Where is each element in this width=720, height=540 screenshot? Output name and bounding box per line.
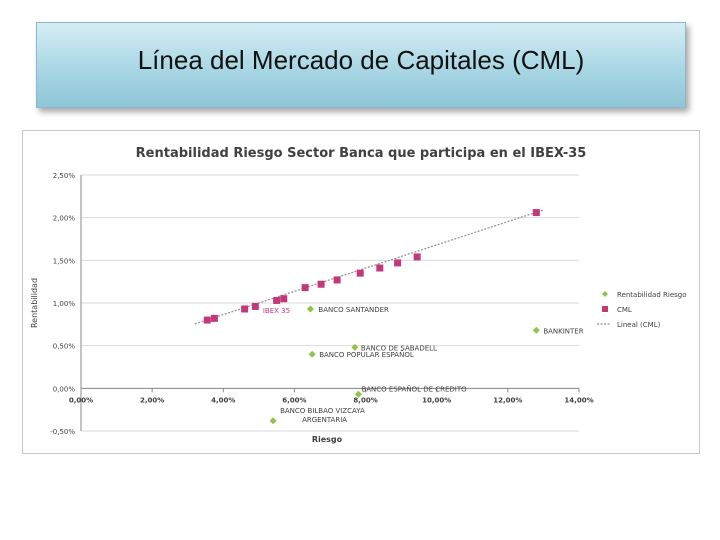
cml-point <box>356 269 364 277</box>
x-tick-label: 6,00% <box>282 396 306 404</box>
x-axis-label: Riesgo <box>312 435 343 444</box>
point-label: BANCO SANTANDER <box>318 306 389 314</box>
point-label: BANCO POPULAR ESPAÑOL <box>319 350 414 359</box>
cml-point <box>210 314 218 322</box>
point-label: BANKINTER <box>543 327 583 335</box>
y-tick-label: -0,50% <box>50 428 75 436</box>
x-tick-label: 8,00% <box>353 396 377 404</box>
tick-labels: -0,50% 0,00% 0,50% 1,00% 1,50% 2,00% 2,50% 0,00… <box>50 172 593 436</box>
y-tick-label: 2,50% <box>53 172 76 180</box>
cml-point <box>203 316 211 324</box>
cml-point <box>317 280 325 288</box>
cml-point <box>301 284 309 292</box>
y-tick-label: 0,00% <box>53 385 76 393</box>
cml-point <box>273 296 281 304</box>
y-tick-label: 0,50% <box>53 343 76 351</box>
data-points <box>203 209 540 425</box>
slide-title-banner: Línea del Mercado de Capitales (CML) <box>36 22 686 108</box>
cml-point <box>532 209 540 217</box>
chart-title: Rentabilidad Riesgo Sector Banca que par… <box>136 146 587 161</box>
x-tick-label: 0,00% <box>69 396 93 404</box>
x-tick-label: 4,00% <box>211 396 235 404</box>
axes <box>80 175 580 431</box>
x-tick-label: 14,00% <box>564 396 593 404</box>
cml-point <box>241 305 249 313</box>
legend: Rentabilidad Riesgo CML Lineal (CML) <box>597 291 687 329</box>
cml-point <box>333 276 341 284</box>
cml-point <box>251 302 259 310</box>
x-tick-label: 10,00% <box>422 396 451 404</box>
rentabilidad-point <box>269 417 277 425</box>
rentabilidad-point <box>351 343 359 351</box>
y-tick-label: 1,50% <box>53 257 76 265</box>
scatter-chart: Rentabilidad Riesgo Sector Banca que par… <box>30 146 687 444</box>
legend-label: Rentabilidad Riesgo <box>617 291 687 299</box>
x-tick-label: 12,00% <box>493 396 522 404</box>
y-tick-label: 2,00% <box>53 215 76 223</box>
ibex-annotation: IBEX 35 <box>263 307 290 315</box>
cml-point <box>394 259 402 267</box>
rentabilidad-point <box>308 350 316 358</box>
slide-title: Línea del Mercado de Capitales (CML) <box>137 44 585 75</box>
rentabilidad-point <box>532 326 540 334</box>
cml-point <box>413 253 421 261</box>
legend-label: CML <box>617 306 632 314</box>
point-label: BANCO ESPAÑOL DE CREDITO <box>361 384 467 393</box>
legend-marker-cml <box>602 306 608 312</box>
y-axis-label: Rentabilidad <box>30 278 39 328</box>
legend-label: Lineal (CML) <box>617 321 661 329</box>
chart-frame: Rentabilidad Riesgo Sector Banca que par… <box>22 130 700 454</box>
y-tick-label: 1,00% <box>53 300 76 308</box>
cml-point <box>280 295 288 303</box>
rentabilidad-point <box>354 390 362 398</box>
legend-marker-rentabilidad <box>602 291 608 297</box>
rentabilidad-point <box>306 305 314 313</box>
gridlines <box>81 174 579 432</box>
point-label: BANCO BILBAO VIZCAYA ARGENTARIA <box>280 407 365 424</box>
point-label: BANCO DE SABADELL <box>361 344 437 352</box>
x-tick-label: 2,00% <box>140 396 164 404</box>
cml-point <box>376 264 384 272</box>
